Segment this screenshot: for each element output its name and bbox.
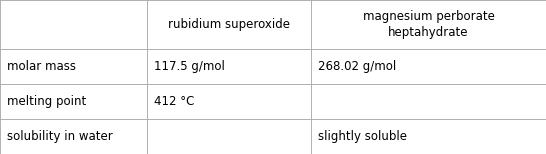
Text: rubidium superoxide: rubidium superoxide bbox=[168, 18, 290, 31]
Text: solubility in water: solubility in water bbox=[7, 130, 112, 143]
Text: 117.5 g/mol: 117.5 g/mol bbox=[154, 60, 225, 73]
Text: molar mass: molar mass bbox=[7, 60, 75, 73]
Text: melting point: melting point bbox=[7, 95, 86, 108]
Text: 268.02 g/mol: 268.02 g/mol bbox=[318, 60, 396, 73]
Text: 412 °C: 412 °C bbox=[154, 95, 194, 108]
Text: magnesium perborate
heptahydrate: magnesium perborate heptahydrate bbox=[363, 10, 495, 39]
Text: slightly soluble: slightly soluble bbox=[318, 130, 407, 143]
